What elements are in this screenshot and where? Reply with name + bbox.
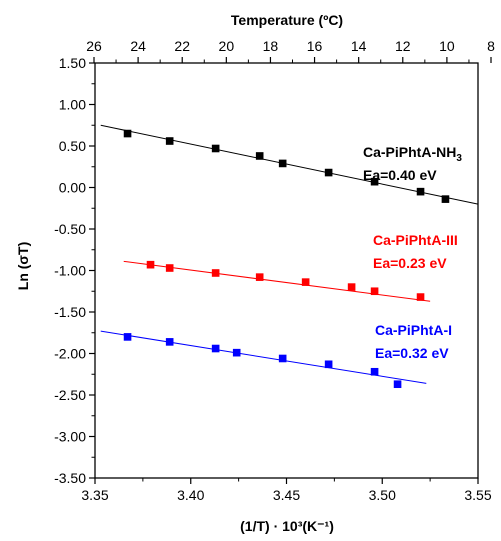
top-tick-label: 24 bbox=[130, 38, 146, 54]
fit-line-0 bbox=[100, 124, 479, 205]
fit-line-1 bbox=[123, 260, 431, 302]
data-point-0 bbox=[278, 159, 287, 168]
series-ea-i: Ea=0.32 eV bbox=[375, 345, 449, 361]
data-point-1 bbox=[211, 269, 220, 277]
top-tick-label: 26 bbox=[86, 38, 102, 54]
data-point-0 bbox=[211, 144, 220, 153]
top-tick-label: 22 bbox=[174, 38, 190, 54]
data-point-2 bbox=[232, 348, 241, 357]
y-tick-label: -1.50 bbox=[54, 304, 86, 320]
x-tick-label: 3.40 bbox=[177, 487, 204, 503]
y-tick-label: -3.50 bbox=[54, 470, 86, 486]
data-point-0 bbox=[255, 152, 264, 160]
top-axis-title: Temperature (ºC) bbox=[231, 12, 343, 28]
series-ea-nh3: Ea=0.40 eV bbox=[363, 167, 437, 183]
series-label-i: Ca-PiPhtA-I bbox=[375, 322, 452, 338]
data-point-1 bbox=[255, 273, 264, 281]
x-tick-label: 3.45 bbox=[273, 487, 300, 503]
data-point-1 bbox=[165, 264, 174, 272]
x-tick-label: 3.55 bbox=[464, 487, 491, 503]
data-point-0 bbox=[165, 137, 174, 145]
y-tick-label: 0.00 bbox=[59, 180, 86, 196]
axis-ticks bbox=[89, 57, 492, 484]
data-point-2 bbox=[324, 360, 333, 369]
top-tick-label: 8 bbox=[487, 38, 495, 54]
y-tick-label: 1.50 bbox=[59, 55, 86, 71]
data-point-2 bbox=[165, 338, 174, 346]
series-label-nh3: Ca-PiPhtA-NH3 bbox=[363, 144, 462, 164]
y-tick-label: -3.00 bbox=[54, 429, 86, 445]
data-point-1 bbox=[416, 293, 425, 301]
data-point-2 bbox=[370, 367, 379, 376]
data-point-0 bbox=[123, 129, 132, 138]
data-point-1 bbox=[347, 283, 356, 291]
data-point-2 bbox=[278, 354, 287, 363]
data-point-0 bbox=[441, 195, 450, 203]
y-tick-label: -2.50 bbox=[54, 387, 86, 403]
data-point-1 bbox=[370, 287, 379, 296]
series-label-iii: Ca-PiPhtA-III bbox=[373, 232, 458, 248]
tick-labels: 3.35 3.40 3.45 3.50 3.55 1.50 1.00 0.50 0.00 -0.5… bbox=[54, 38, 495, 503]
data-points bbox=[123, 129, 450, 389]
data-point-0 bbox=[370, 177, 379, 186]
y-axis-title: Ln (σT) bbox=[15, 242, 31, 290]
data-point-1 bbox=[301, 278, 310, 286]
top-tick-label: 18 bbox=[263, 38, 279, 54]
top-tick-label: 10 bbox=[439, 38, 455, 54]
y-tick-label: -2.00 bbox=[54, 346, 86, 362]
data-point-1 bbox=[146, 260, 155, 269]
top-tick-label: 16 bbox=[307, 38, 323, 54]
y-tick-label: -0.50 bbox=[54, 221, 86, 237]
x-tick-label: 3.35 bbox=[81, 487, 108, 503]
top-tick-label: 14 bbox=[351, 38, 367, 54]
x-axis-title: (1/T) · 10³(K⁻¹) bbox=[240, 518, 334, 534]
data-point-2 bbox=[211, 344, 220, 353]
y-tick-label: 0.50 bbox=[59, 138, 86, 154]
y-tick-label: -1.00 bbox=[54, 263, 86, 279]
data-point-0 bbox=[416, 187, 425, 196]
data-point-2 bbox=[123, 333, 132, 341]
x-tick-label: 3.50 bbox=[369, 487, 396, 503]
top-tick-label: 20 bbox=[219, 38, 235, 54]
y-tick-label: 1.00 bbox=[59, 97, 86, 113]
top-tick-label: 12 bbox=[395, 38, 411, 54]
data-point-2 bbox=[393, 380, 402, 389]
data-point-0 bbox=[324, 168, 333, 177]
series-ea-iii: Ea=0.23 eV bbox=[373, 255, 447, 271]
